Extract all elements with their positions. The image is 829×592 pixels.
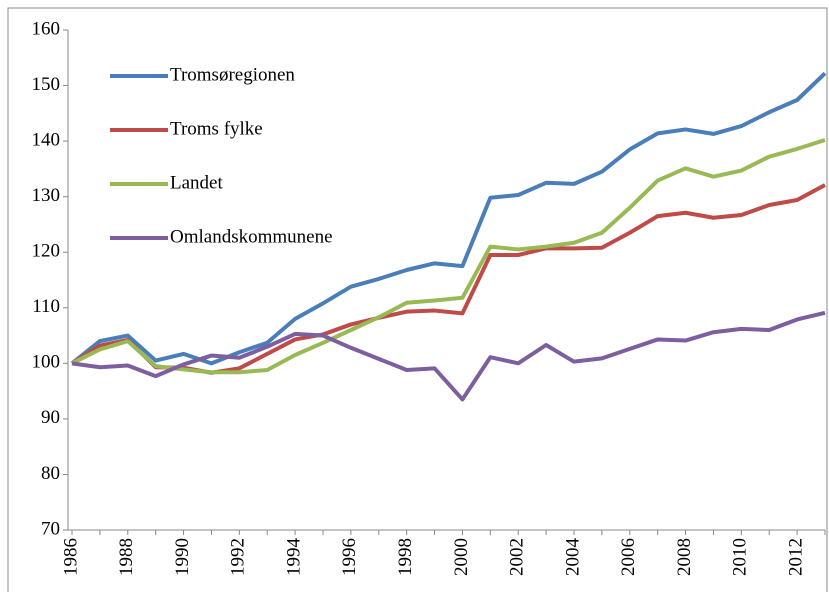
series-line bbox=[70, 183, 826, 375]
y-tick-label: 120 bbox=[32, 241, 61, 262]
x-tick-label: 2000 bbox=[451, 538, 472, 576]
y-tick-label: 140 bbox=[32, 129, 61, 150]
x-tick-label: 2012 bbox=[785, 538, 806, 576]
x-tick-label: 2010 bbox=[730, 538, 751, 576]
legend-label: Landet bbox=[170, 172, 223, 193]
y-tick-label: 70 bbox=[41, 518, 60, 539]
y-tick-label: 160 bbox=[32, 18, 61, 39]
legend-label: Troms fylke bbox=[170, 118, 263, 139]
x-tick-label: 2002 bbox=[507, 538, 528, 576]
x-tick-label: 1994 bbox=[283, 538, 304, 577]
legend-label: Omlandskommunene bbox=[170, 226, 333, 247]
x-tick-label: 1998 bbox=[395, 538, 416, 576]
y-tick-label: 130 bbox=[32, 185, 61, 206]
y-tick-label: 80 bbox=[41, 463, 60, 484]
x-tick-label: 1992 bbox=[228, 538, 249, 576]
x-tick-label: 1996 bbox=[339, 538, 360, 576]
x-tick-label: 1990 bbox=[172, 538, 193, 576]
y-tick-label: 110 bbox=[32, 296, 60, 317]
x-tick-label: 1988 bbox=[116, 538, 137, 576]
y-tick-label: 90 bbox=[41, 407, 60, 428]
chart-frame bbox=[7, 7, 828, 592]
x-tick-label: 1986 bbox=[60, 538, 81, 576]
x-tick-label: 2004 bbox=[562, 538, 583, 577]
series-line bbox=[71, 138, 826, 375]
y-tick-label: 100 bbox=[32, 352, 61, 373]
legend-label: Tromsøregionen bbox=[170, 64, 295, 85]
y-tick-label: 150 bbox=[32, 74, 61, 95]
x-tick-label: 2006 bbox=[618, 538, 639, 576]
series-line bbox=[71, 310, 826, 402]
x-tick-label: 2008 bbox=[674, 538, 695, 576]
